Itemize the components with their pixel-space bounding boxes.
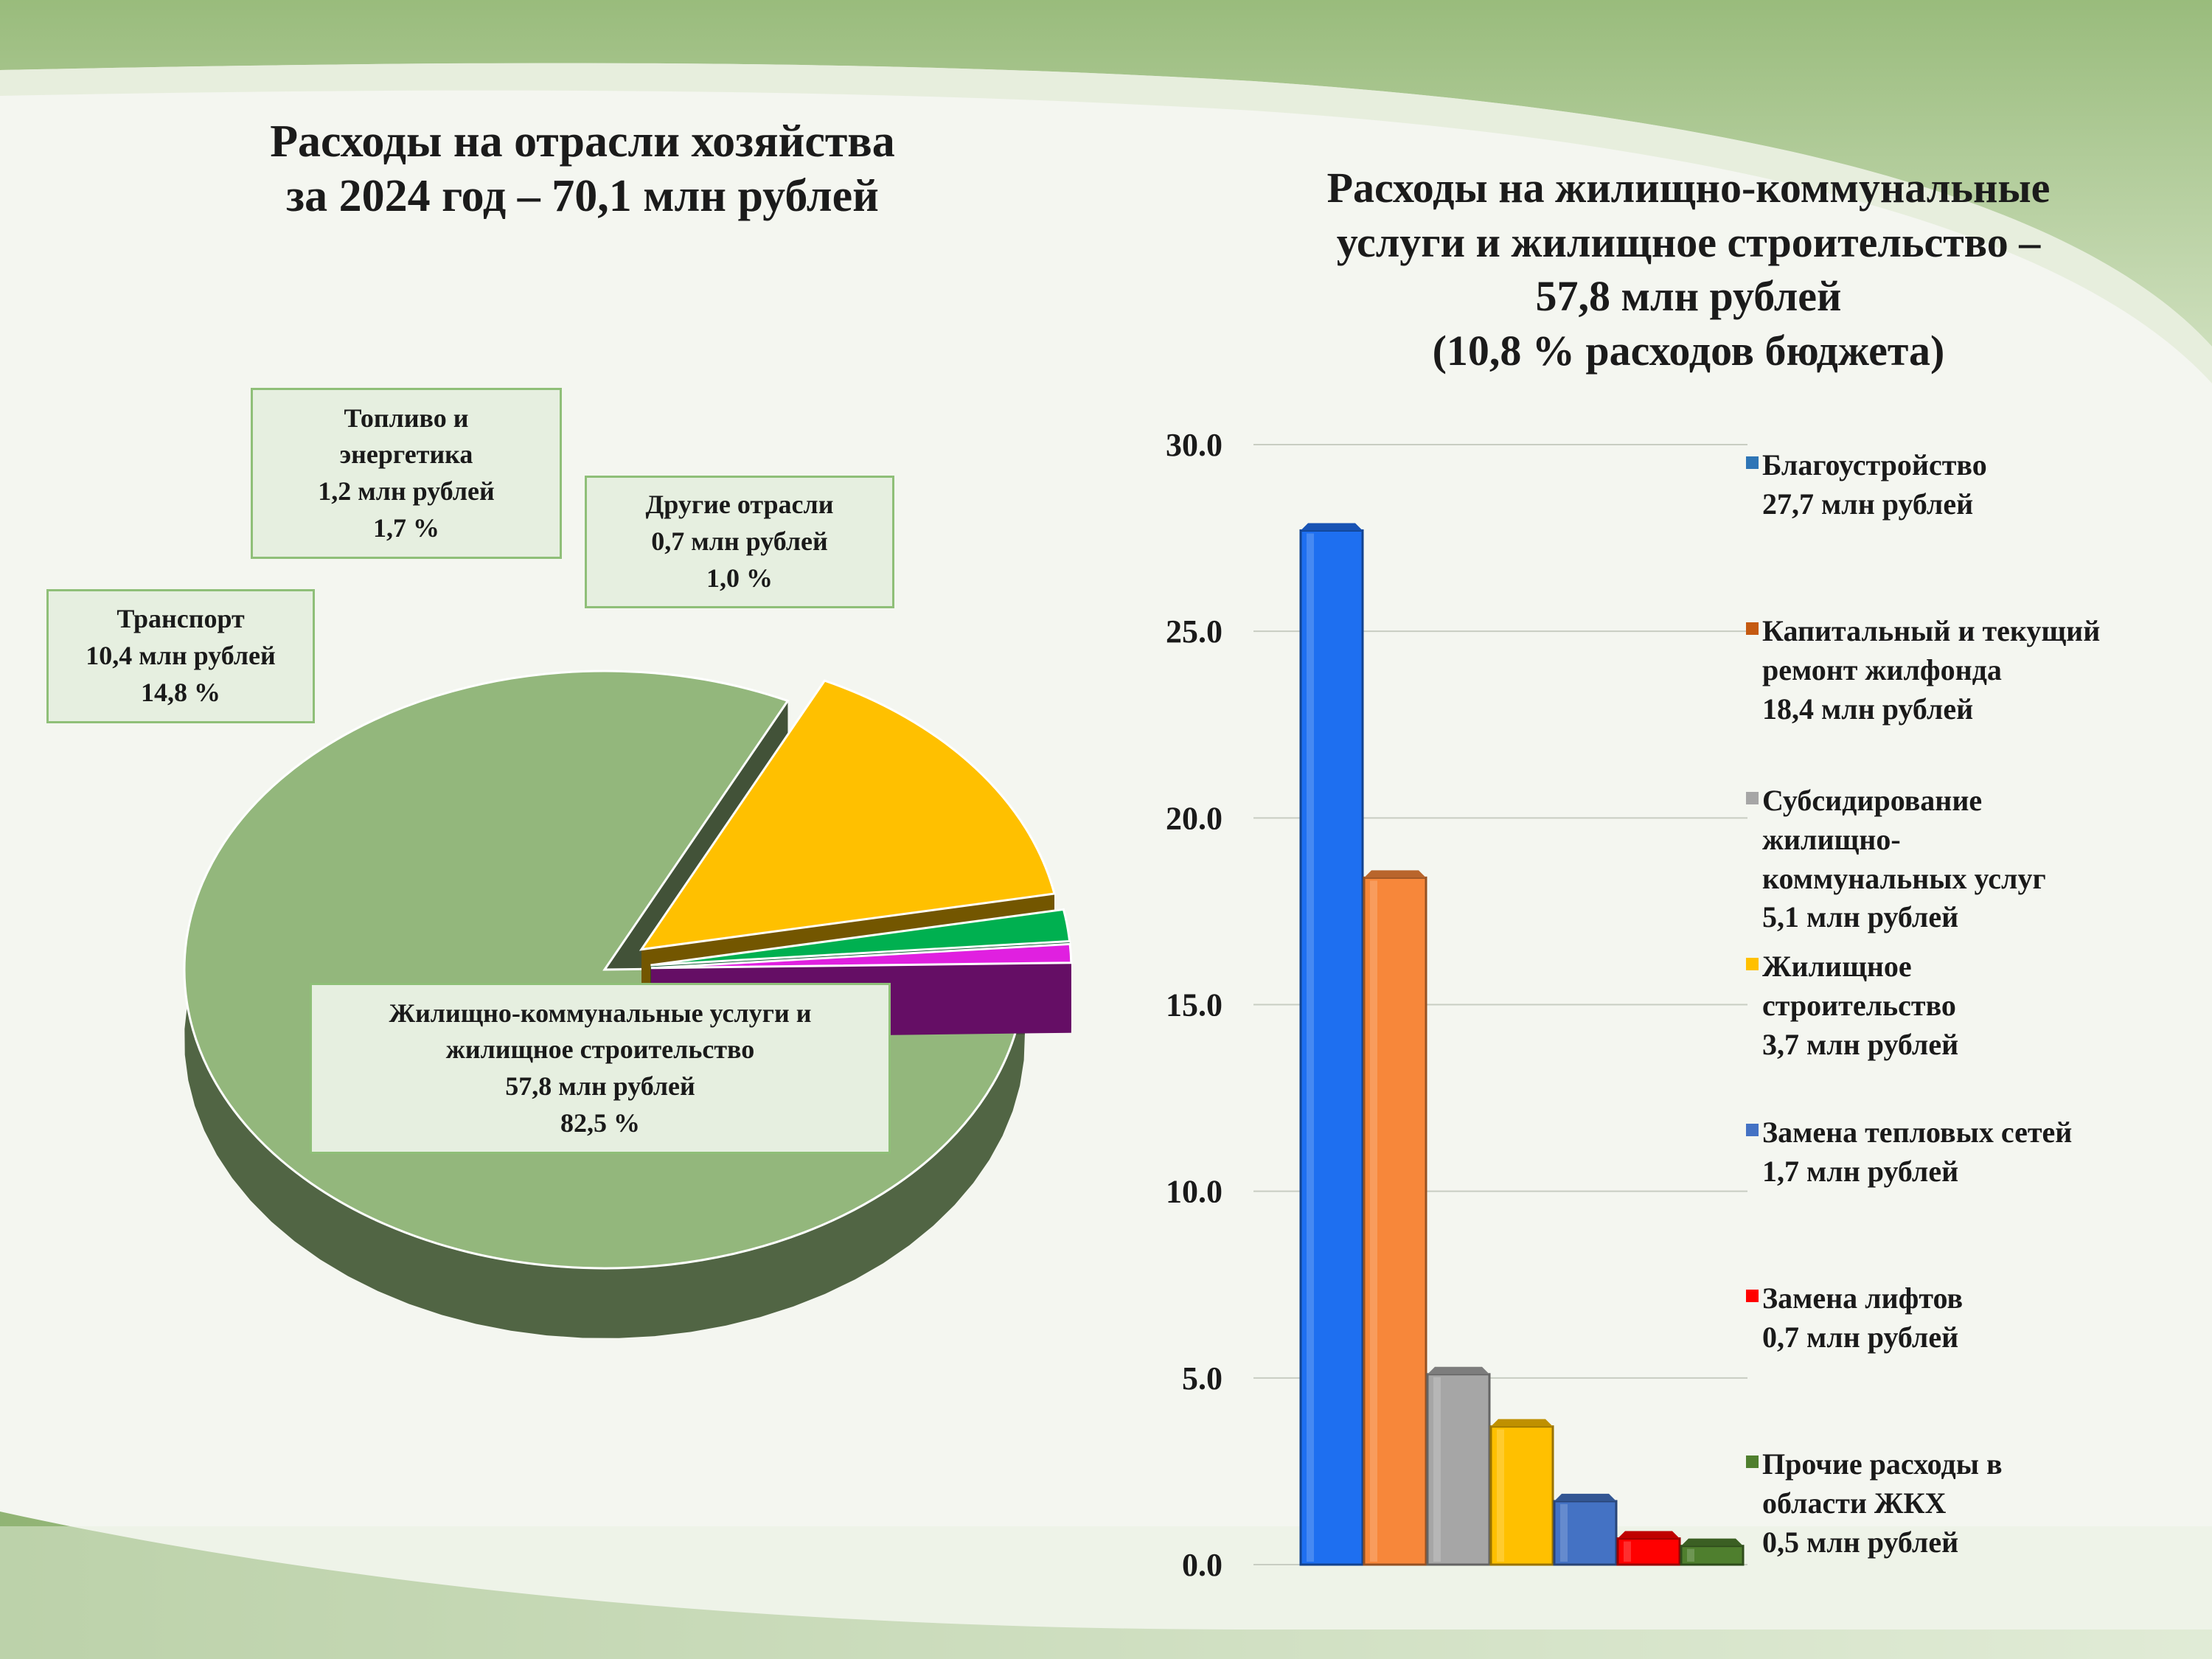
legend-item-2-line-3: 5,1 млн рублей xyxy=(1762,900,1959,934)
bar-1-top xyxy=(1364,870,1426,878)
legend-item-1-line-1: ремонт жилфонда xyxy=(1762,653,2002,686)
legend-item-4-line-0: Замена тепловых сетей xyxy=(1762,1116,2073,1149)
y-tick-label-5: 25.0 xyxy=(1166,613,1222,650)
pie-slice-1 xyxy=(639,679,1056,951)
bar-1 xyxy=(1363,870,1427,1566)
legend-item-2: Субсидирование жилищно-коммунальных услуг… xyxy=(1746,782,2046,937)
pie-title-line-2: за 2024 год – 70,1 млн рублей xyxy=(286,171,879,222)
legend-item-2-line-2: коммунальных услуг xyxy=(1762,861,2046,895)
legend-item-5-line-0: Замена лифтов xyxy=(1762,1281,1964,1315)
legend-item-4-line-1: 1,7 млн рублей xyxy=(1762,1154,1959,1188)
bar-5 xyxy=(1616,1531,1681,1566)
bar-5-highlight xyxy=(1624,1541,1631,1562)
bar-6-highlight xyxy=(1687,1548,1694,1562)
pie-slice-3 xyxy=(650,942,1073,970)
y-tick-label-2: 10.0 xyxy=(1166,1174,1222,1210)
bar-2-top xyxy=(1427,1366,1489,1374)
bar-3-highlight xyxy=(1497,1429,1504,1562)
legend-swatch-3 xyxy=(1746,958,1759,970)
legend-item-4: Замена тепловых сетей 1,7 млн рублей xyxy=(1746,1113,2073,1192)
legend-item-5: Замена лифтов 0,7 млн рублей xyxy=(1746,1279,1964,1357)
bar-6-top xyxy=(1681,1538,1743,1546)
pie-label-other-line-1: Другие отрасли xyxy=(645,490,834,520)
bar-4-top xyxy=(1554,1493,1616,1501)
legend-item-1-line-0: Капитальный и текущий xyxy=(1762,614,2101,647)
pie-label-other-line-2: 0,7 млн рублей xyxy=(651,526,828,557)
bar-title-line-1: Расходы на жилищно-коммунальные xyxy=(1326,164,2051,212)
legend-swatch-5 xyxy=(1746,1290,1759,1302)
bar-6-body xyxy=(1680,1545,1745,1566)
bar-6 xyxy=(1680,1538,1745,1566)
bar-3-top xyxy=(1491,1419,1553,1427)
legend-swatch-6 xyxy=(1746,1455,1759,1468)
pie-label-other-line-3: 1,0 % xyxy=(706,563,773,593)
y-tick-label-4: 20.0 xyxy=(1166,800,1222,836)
bar-title-line-3: 57,8 млн рублей xyxy=(1535,272,1842,321)
y-tick-label-3: 15.0 xyxy=(1166,987,1222,1023)
legend-swatch-1 xyxy=(1746,622,1759,635)
y-tick-label-1: 5.0 xyxy=(1182,1360,1222,1397)
pie-label-transport-line-2: 10,4 млн рублей xyxy=(86,641,276,671)
bar-3-body xyxy=(1489,1425,1554,1566)
pie-label-housing: Жилищно-коммунальные услуги и жилищное с… xyxy=(310,983,891,1154)
pie-title-line-1: Расходы на отрасли хозяйства xyxy=(270,116,895,167)
y-tick-label-6: 30.0 xyxy=(1166,427,1222,463)
bar-1-highlight xyxy=(1370,880,1377,1562)
pie-label-transport-line-1: Транспорт xyxy=(116,604,245,634)
legend-item-3-line-0: Жилищное xyxy=(1762,950,1912,983)
pie-slice-2 xyxy=(650,908,1071,967)
bar-2 xyxy=(1426,1366,1491,1566)
pie-label-housing-line-2: жилищное строительство xyxy=(445,1034,755,1065)
y-tick-label-0: 0.0 xyxy=(1182,1547,1222,1583)
bar-chart-title: Расходы на жилищно-коммунальные услуги и… xyxy=(1209,161,2168,378)
legend-item-1: Капитальный и текущий ремонт жилфонда 18,4… xyxy=(1746,612,2101,728)
pie-label-fuel-line-1: Топливо и xyxy=(344,403,469,433)
bar-chart: 0.0 5.0 10.0 15.0 20.0 25.0 30.0 xyxy=(1166,427,1747,1583)
bar-title-line-2: услуги и жилищное строительство – xyxy=(1336,218,2041,266)
pie-chart-title: Расходы на отрасли хозяйства за 2024 год… xyxy=(118,114,1047,224)
bar-5-body xyxy=(1616,1537,1681,1566)
legend-item-3-line-1: строительство xyxy=(1762,988,1956,1022)
bar-4 xyxy=(1553,1493,1618,1566)
legend-item-2-line-1: жилищно- xyxy=(1762,822,1901,856)
pie-label-fuel-line-2: энергетика xyxy=(339,439,473,470)
legend-item-3: Жилищное строительство 3,7 млн рублей xyxy=(1746,947,1959,1064)
bar-title-line-4: (10,8 % расходов бюджета) xyxy=(1432,326,1945,375)
legend-item-0-line-1: 27,7 млн рублей xyxy=(1762,487,1974,521)
bar-0-highlight xyxy=(1307,533,1314,1562)
pie-label-housing-line-4: 82,5 % xyxy=(560,1107,640,1138)
legend-swatch-0 xyxy=(1746,456,1759,469)
legend-item-6-line-1: области ЖКХ xyxy=(1762,1486,1947,1520)
bar-5-top xyxy=(1618,1531,1680,1539)
legend-item-0: Благоустройство 27,7 млн рублей xyxy=(1746,446,1987,524)
bar-0-top xyxy=(1301,523,1363,531)
pie-label-transport: Транспорт 10,4 млн рублей 14,8 % xyxy=(46,589,315,723)
bar-3 xyxy=(1489,1419,1554,1566)
legend-item-1-line-2: 18,4 млн рублей xyxy=(1762,692,1974,726)
bar-4-highlight xyxy=(1560,1503,1568,1562)
pie-label-housing-line-3: 57,8 млн рублей xyxy=(505,1071,695,1101)
bar-4-body xyxy=(1553,1500,1618,1566)
legend-item-6-line-0: Прочие расходы в xyxy=(1762,1447,2003,1481)
pie-label-fuel-line-4: 1,7 % xyxy=(373,512,439,543)
bar-2-highlight xyxy=(1433,1377,1441,1562)
legend-swatch-2 xyxy=(1746,792,1759,804)
pie-chart xyxy=(183,669,1073,1338)
pie-label-transport-line-3: 14,8 % xyxy=(141,677,220,707)
legend-item-6-line-2: 0,5 млн рублей xyxy=(1762,1525,1959,1559)
bar-2-body xyxy=(1426,1373,1491,1566)
bar-0-body xyxy=(1299,529,1364,1566)
pie-label-other: Другие отрасли 0,7 млн рублей 1,0 % xyxy=(585,476,894,608)
pie-label-housing-line-1: Жилищно-коммунальные услуги и xyxy=(389,998,812,1028)
legend-item-2-line-0: Субсидирование xyxy=(1762,784,1983,817)
legend-swatch-4 xyxy=(1746,1124,1759,1136)
legend-item-0-line-0: Благоустройство xyxy=(1762,448,1987,481)
pie-label-fuel: Топливо и энергетика 1,2 млн рублей 1,7 … xyxy=(251,388,562,559)
bar-1-body xyxy=(1363,876,1427,1566)
legend-item-5-line-1: 0,7 млн рублей xyxy=(1762,1320,1959,1354)
legend-item-3-line-2: 3,7 млн рублей xyxy=(1762,1027,1959,1061)
bar-0 xyxy=(1299,523,1364,1566)
legend-item-6: Прочие расходы в области ЖКХ 0,5 млн рубле… xyxy=(1746,1445,2003,1562)
pie-label-fuel-line-3: 1,2 млн рублей xyxy=(318,476,495,506)
